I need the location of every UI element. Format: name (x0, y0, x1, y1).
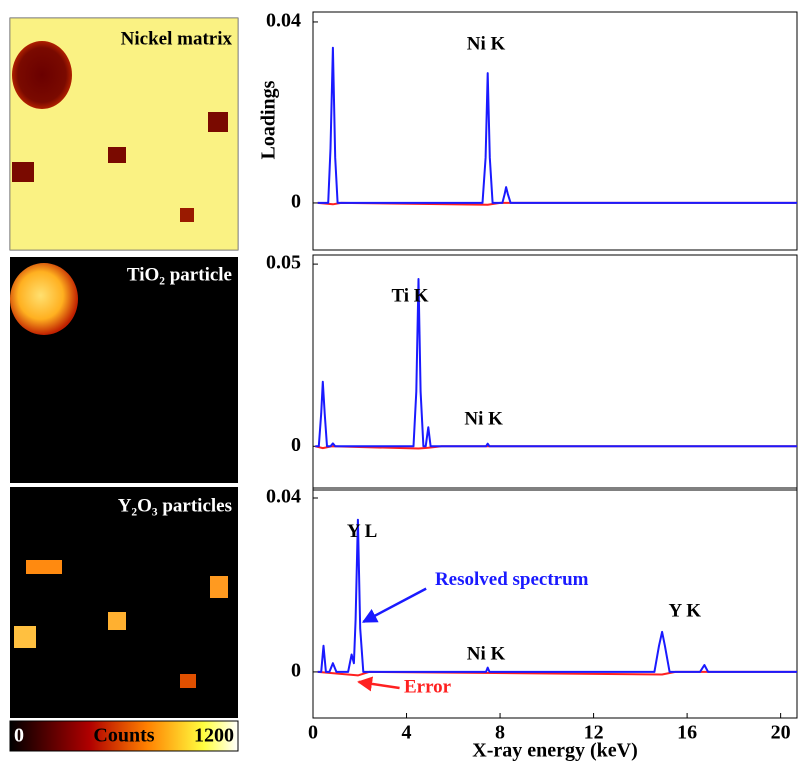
y-tick-label: 0.04 (266, 486, 301, 508)
x-tick-label: 0 (308, 722, 318, 744)
annotation: Resolved spectrum (435, 569, 589, 590)
plot-frame (312, 11, 798, 251)
x-tick-label: 16 (677, 722, 697, 744)
x-tick-label: 12 (584, 722, 604, 744)
annotation-arrow (357, 676, 400, 692)
map-label: Nickel matrix (121, 28, 233, 49)
spectrum-line (317, 518, 797, 673)
colorbar-label: Counts (93, 725, 154, 747)
annotation: Ni K (467, 643, 506, 664)
y-tick-label: 0 (291, 191, 301, 213)
spectrum-line (317, 46, 797, 204)
map-label: TiO₂ particle (127, 264, 232, 285)
annotation: Y K (668, 600, 701, 621)
map-tio2: TiO₂ particle (10, 257, 238, 483)
plot-frame (312, 487, 798, 719)
spectrum-line (315, 278, 797, 448)
y-tick-label: 0 (291, 434, 301, 456)
y-tick-label: 0.05 (266, 252, 301, 274)
annotation: Ti K (391, 286, 428, 307)
map-y2o3: Y₂O₃ particles (10, 487, 238, 718)
y-tick-label: 0.04 (266, 10, 301, 32)
map-nickel: Nickel matrix (9, 17, 239, 251)
annotation: Y L (347, 521, 377, 542)
annotation-arrow (361, 587, 427, 624)
y-tick-label: 0 (291, 660, 301, 682)
x-tick-label: 4 (402, 722, 412, 744)
x-tick-label: 8 (495, 722, 505, 744)
plot-frame (312, 254, 798, 491)
map-label: Y₂O₃ particles (118, 495, 232, 516)
colorbar: Counts (9, 720, 239, 752)
colorbar-tick-label: 0 (14, 725, 24, 747)
annotation: Ni K (464, 408, 503, 429)
x-axis-label: X-ray energy (keV) (472, 740, 638, 762)
x-tick-label: 20 (771, 722, 791, 744)
annotation: Ni K (467, 33, 506, 54)
y-axis-label: Loadings (258, 80, 280, 159)
annotation: Error (404, 676, 452, 697)
colorbar-tick-label: 1200 (194, 725, 234, 747)
